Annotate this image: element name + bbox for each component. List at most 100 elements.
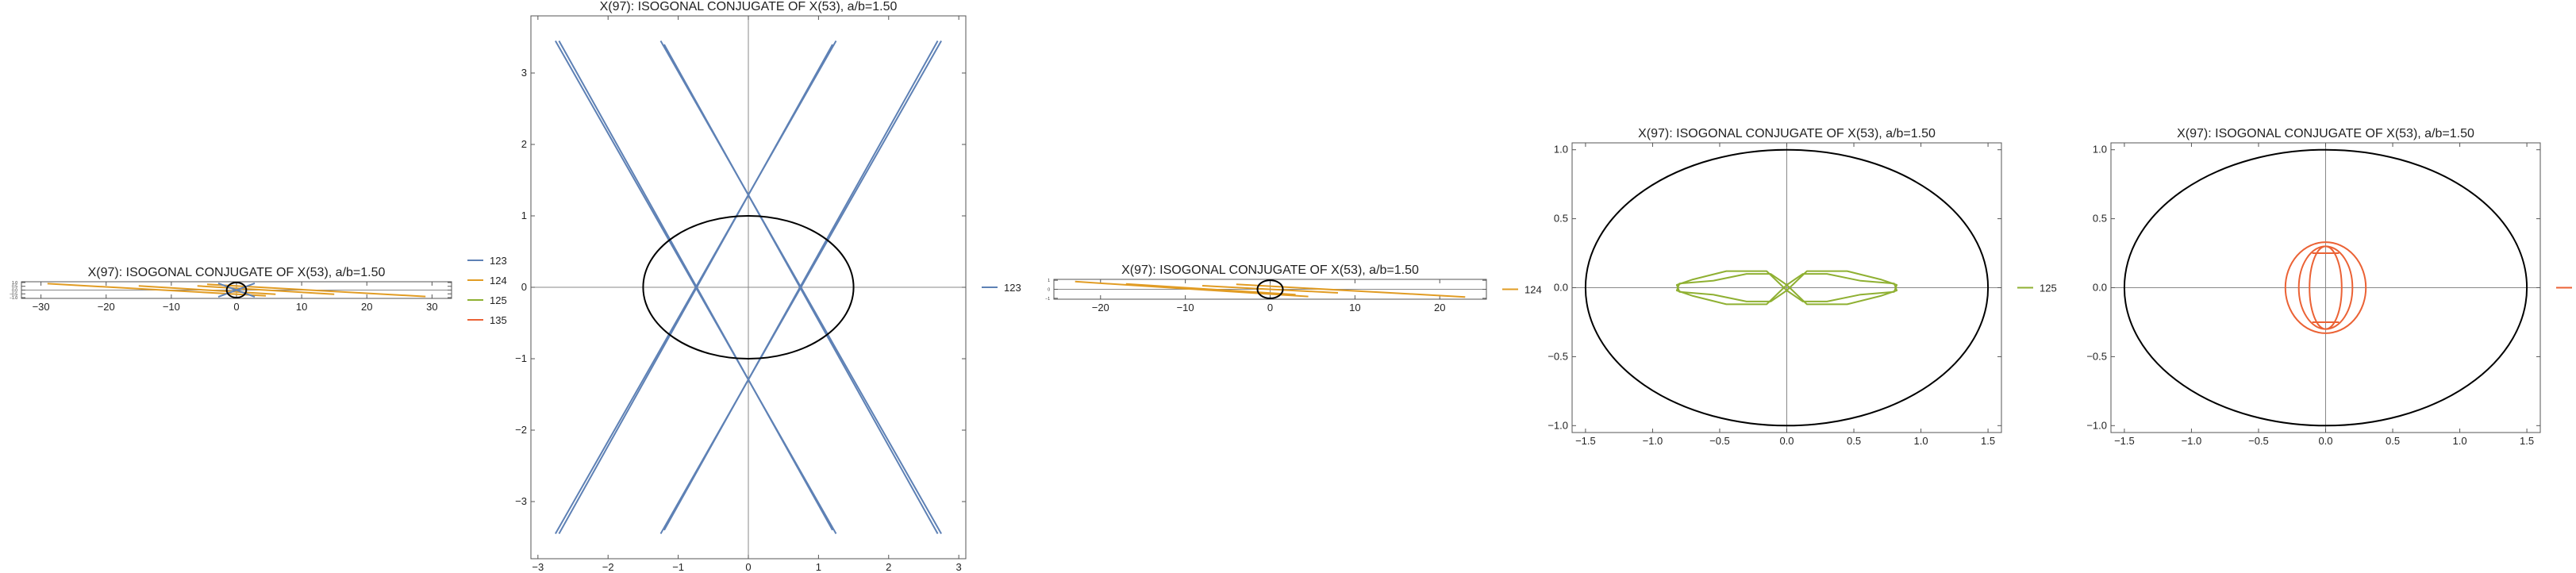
series-123-curve [663, 40, 939, 531]
chart-title: X(97): ISOGONAL CONJUGATE OF X(53), a/b=… [1121, 263, 1419, 277]
chart-3: X(97): ISOGONAL CONJUGATE OF X(53), a/b=… [1045, 263, 1541, 313]
series-125-loop [1675, 270, 1788, 302]
legend-label-124: 124 [1524, 284, 1542, 296]
x-tick-label: 0.0 [2318, 435, 2332, 447]
y-tick-label: −0.5 [10, 292, 17, 297]
y-tick-label: −2 [515, 424, 527, 436]
series-125-loop [1786, 273, 1898, 306]
y-tick-label: −1 [1045, 297, 1050, 302]
x-tick-label: −1.0 [1643, 435, 1663, 447]
chart-title: X(97): ISOGONAL CONJUGATE OF X(53), a/b=… [600, 0, 898, 13]
chart-title: X(97): ISOGONAL CONJUGATE OF X(53), a/b=… [1638, 127, 1936, 140]
series-124-curve [197, 285, 335, 295]
x-tick-label: 0 [233, 301, 239, 313]
x-tick-label: −3 [532, 561, 544, 573]
series-123-curve [663, 44, 939, 534]
reference-ellipse [1584, 148, 1990, 427]
x-tick-label: 20 [361, 301, 372, 313]
y-tick-label: 1.0 [1554, 144, 1568, 156]
y-tick-label: 0.5 [1554, 213, 1568, 225]
x-tick-label: 1.0 [2453, 435, 2467, 447]
y-tick-label: 0.5 [12, 285, 17, 290]
x-tick-label: −10 [163, 301, 180, 313]
plot-area [1584, 148, 1990, 427]
x-tick-label: −1 [672, 561, 684, 573]
series-135-oval [2284, 241, 2367, 334]
y-tick-label: −1.0 [2086, 419, 2107, 431]
x-tick-label: 20 [1434, 302, 1445, 313]
plot-area [1075, 279, 1466, 299]
x-tick-label: 10 [296, 301, 307, 313]
y-tick-label: 1 [1048, 279, 1050, 283]
x-tick-label: 1 [816, 561, 821, 573]
y-tick-label: −1.0 [1548, 419, 1568, 431]
x-tick-label: 0.5 [1847, 435, 1861, 447]
x-tick-label: 0.0 [1779, 435, 1794, 447]
series-125-loop [1675, 273, 1788, 306]
series-123-curve [558, 40, 833, 531]
plot-area [47, 282, 426, 298]
chart-1: X(97): ISOGONAL CONJUGATE OF X(53), a/b=… [10, 255, 507, 326]
x-tick-label: 1.5 [1981, 435, 1995, 447]
series-124-curve [206, 283, 426, 298]
x-tick-label: −0.5 [2248, 435, 2269, 447]
plot-area [2123, 148, 2528, 427]
series-124-curve [1075, 280, 1309, 298]
y-tick-label: −0.5 [1548, 350, 1568, 362]
y-tick-label: 0.0 [1554, 282, 1568, 294]
x-tick-label: −1.0 [2182, 435, 2202, 447]
chart-title: X(97): ISOGONAL CONJUGATE OF X(53), a/b=… [88, 266, 386, 279]
y-tick-label: −3 [515, 495, 527, 507]
series-124-curve [1201, 285, 1339, 294]
y-tick-label: 2 [521, 138, 527, 150]
series-123-curve [217, 282, 256, 298]
reference-ellipse [225, 282, 248, 298]
chart-4: X(97): ISOGONAL CONJUGATE OF X(53), a/b=… [1548, 127, 2056, 447]
x-tick-label: −30 [33, 301, 50, 313]
y-tick-label: 1.0 [12, 281, 17, 286]
x-tick-label: 0 [745, 561, 751, 573]
chart-title: X(97): ISOGONAL CONJUGATE OF X(53), a/b=… [2177, 127, 2474, 140]
x-tick-label: −1.5 [2114, 435, 2135, 447]
y-tick-label: 0 [1048, 288, 1050, 293]
x-tick-label: −20 [98, 301, 115, 313]
y-tick-label: 1 [521, 210, 527, 221]
x-tick-label: −0.5 [1709, 435, 1730, 447]
y-tick-label: 3 [521, 67, 527, 79]
reference-ellipse [2123, 148, 2528, 427]
y-tick-label: −0.5 [2086, 350, 2107, 362]
chart-5: X(97): ISOGONAL CONJUGATE OF X(53), a/b=… [2086, 127, 2572, 447]
y-tick-label: 0.5 [2093, 213, 2107, 225]
x-tick-label: −1.5 [1575, 435, 1596, 447]
x-tick-label: 30 [426, 301, 437, 313]
series-125-loop [1786, 270, 1898, 302]
legend-label-125: 125 [2040, 283, 2057, 294]
x-tick-label: 0 [1267, 302, 1273, 313]
legend-label-125: 125 [490, 294, 507, 306]
x-tick-label: −2 [602, 561, 614, 573]
y-tick-label: −1.0 [10, 296, 17, 301]
legend-label-123: 123 [1004, 282, 1021, 294]
y-tick-label: 0 [521, 281, 527, 293]
x-tick-label: 2 [886, 561, 891, 573]
y-tick-label: 0.0 [12, 289, 17, 294]
x-tick-label: 1.0 [1914, 435, 1928, 447]
x-tick-label: −10 [1177, 302, 1194, 313]
series-123-curve [558, 44, 833, 534]
series-135-oval [2309, 245, 2343, 330]
reference-ellipse [1256, 279, 1284, 299]
y-tick-label: 1.0 [2093, 144, 2107, 156]
x-tick-label: 3 [956, 561, 962, 573]
y-tick-label: 0.0 [2093, 282, 2107, 294]
legend-label-124: 124 [490, 275, 507, 286]
reference-ellipse [642, 215, 855, 360]
plot-area [555, 40, 942, 534]
x-tick-label: 1.5 [2520, 435, 2534, 447]
series-124-curve [1125, 283, 1296, 296]
series-124-curve [1236, 283, 1466, 298]
y-tick-label: −1 [515, 352, 527, 364]
x-tick-label: 10 [1349, 302, 1360, 313]
chart-2: X(97): ISOGONAL CONJUGATE OF X(53), a/b=… [515, 0, 1021, 573]
series-124-curve [47, 283, 267, 297]
